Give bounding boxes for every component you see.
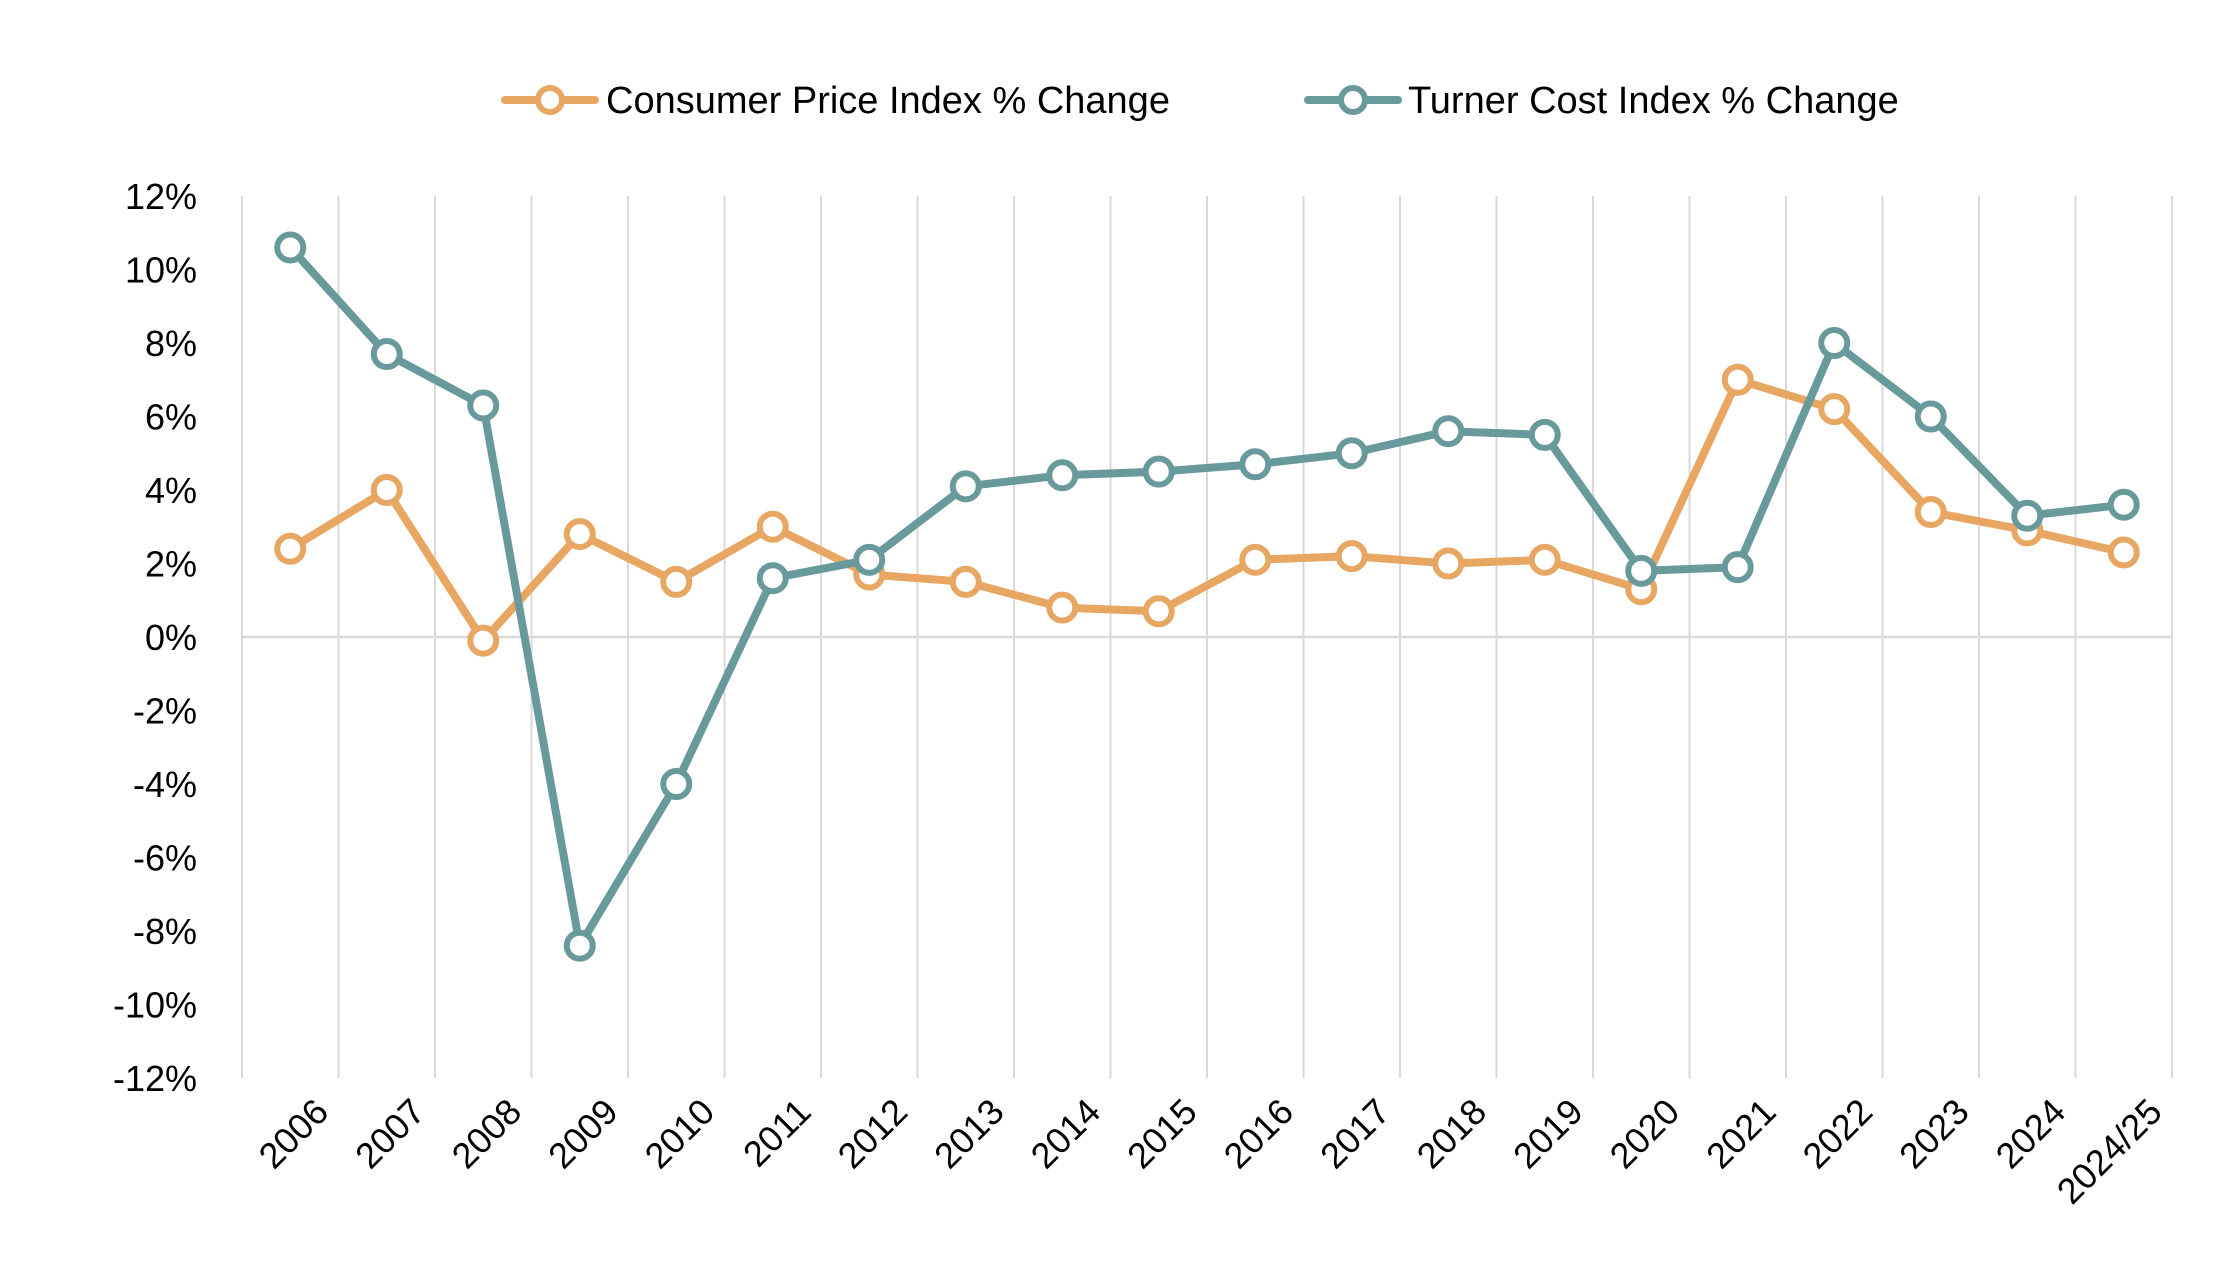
x-tick-label: 2019	[1505, 1091, 1591, 1177]
series-line	[286, 375, 2128, 645]
y-tick-label: 8%	[145, 323, 197, 364]
data-point-marker	[1721, 551, 1754, 584]
x-tick-label: 2011	[735, 1091, 819, 1175]
data-point-marker	[370, 338, 403, 371]
legend: Consumer Price Index % Change Turner Cost…	[501, 80, 1899, 122]
x-tick-label: 2010	[637, 1091, 723, 1177]
data-point-marker	[1818, 327, 1851, 359]
data-point-marker	[1335, 540, 1368, 573]
data-point-marker	[1239, 543, 1272, 576]
x-tick-label: 2017	[1312, 1091, 1398, 1177]
data-point-marker	[2107, 536, 2140, 569]
data-point-marker	[1142, 455, 1175, 488]
y-tick-label: -12%	[113, 1058, 197, 1099]
data-point-marker	[1914, 496, 1947, 529]
x-tick-label: 2009	[540, 1091, 626, 1177]
x-tick-label: 2007	[347, 1091, 433, 1177]
data-point-marker	[1046, 459, 1079, 492]
y-tick-label: 4%	[145, 470, 197, 511]
data-point-marker	[1432, 415, 1465, 448]
y-tick-label: 2%	[145, 544, 197, 585]
data-point-marker	[1528, 418, 1561, 451]
data-point-marker	[756, 562, 789, 595]
x-tick-label: 2013	[926, 1091, 1012, 1177]
data-point-marker	[1046, 591, 1079, 624]
data-point-marker	[1721, 363, 1754, 396]
x-tick-label: 2012	[830, 1091, 916, 1177]
data-point-marker	[949, 470, 982, 503]
y-tick-label: 0%	[145, 617, 197, 658]
series-lines	[274, 231, 2140, 962]
x-tick-label: 2008	[444, 1091, 530, 1177]
data-point-marker	[2107, 488, 2140, 521]
x-tick-label: 2018	[1409, 1091, 1495, 1177]
x-tick-label: 2016	[1216, 1091, 1302, 1177]
y-tick-label: -4%	[133, 764, 197, 805]
series-line	[286, 243, 2128, 950]
y-tick-label: -8%	[133, 911, 197, 952]
data-point-marker	[853, 543, 886, 576]
x-tick-label: 2024/25	[2049, 1091, 2170, 1212]
data-point-marker	[1625, 554, 1658, 587]
legend-marker-swatch	[1338, 85, 1368, 115]
data-point-marker	[467, 624, 500, 657]
x-tick-label: 2021	[1698, 1091, 1784, 1177]
data-point-marker	[1335, 437, 1368, 470]
y-tick-label: 12%	[125, 176, 197, 217]
x-tick-label: 2014	[1023, 1091, 1109, 1177]
data-point-marker	[1239, 448, 1272, 481]
y-axis-tick-labels: 12% 10% 8% 6% 4% 2% 0% -2% -4% -6% -8% -10% -12%	[113, 176, 197, 1099]
data-point-marker	[660, 768, 693, 800]
x-axis-tick-labels: 2006 2007 2008 2009 2010 2011 2012 2013 2014 2015…	[251, 1091, 2170, 1212]
data-point-marker	[660, 565, 693, 598]
series-turner-cost-index	[274, 231, 2140, 962]
data-point-marker	[1818, 393, 1851, 426]
legend-label: Consumer Price Index % Change	[606, 80, 1170, 122]
data-point-marker	[467, 389, 500, 422]
legend-item: Consumer Price Index % Change	[501, 80, 1170, 122]
x-tick-label: 2022	[1795, 1091, 1881, 1177]
y-tick-label: 10%	[125, 250, 197, 291]
y-tick-label: -2%	[133, 691, 197, 732]
y-tick-label: -6%	[133, 838, 197, 879]
series-consumer-price-index	[274, 363, 2140, 657]
data-point-marker	[2011, 499, 2044, 532]
data-point-marker	[563, 518, 596, 551]
x-tick-label: 2006	[251, 1091, 337, 1177]
x-tick-label: 2020	[1602, 1091, 1688, 1177]
legend-marker-swatch	[535, 85, 565, 115]
data-point-marker	[949, 565, 982, 598]
data-point-marker	[1142, 595, 1175, 628]
x-tick-label: 2023	[1891, 1091, 1977, 1177]
data-point-marker	[563, 929, 596, 962]
legend-item: Turner Cost Index % Change	[1304, 80, 1899, 122]
data-point-marker	[274, 532, 307, 565]
data-point-marker	[1914, 400, 1947, 433]
y-tick-label: -10%	[113, 985, 197, 1026]
x-tick-label: 2015	[1119, 1091, 1205, 1177]
x-tick-label: 2024	[1988, 1091, 2074, 1177]
legend-label: Turner Cost Index % Change	[1408, 80, 1899, 122]
data-point-marker	[274, 231, 307, 264]
data-point-marker	[370, 474, 403, 506]
data-point-marker	[1432, 547, 1465, 580]
data-point-marker	[756, 510, 789, 543]
data-point-marker	[1528, 543, 1561, 576]
y-tick-label: 6%	[145, 397, 197, 438]
